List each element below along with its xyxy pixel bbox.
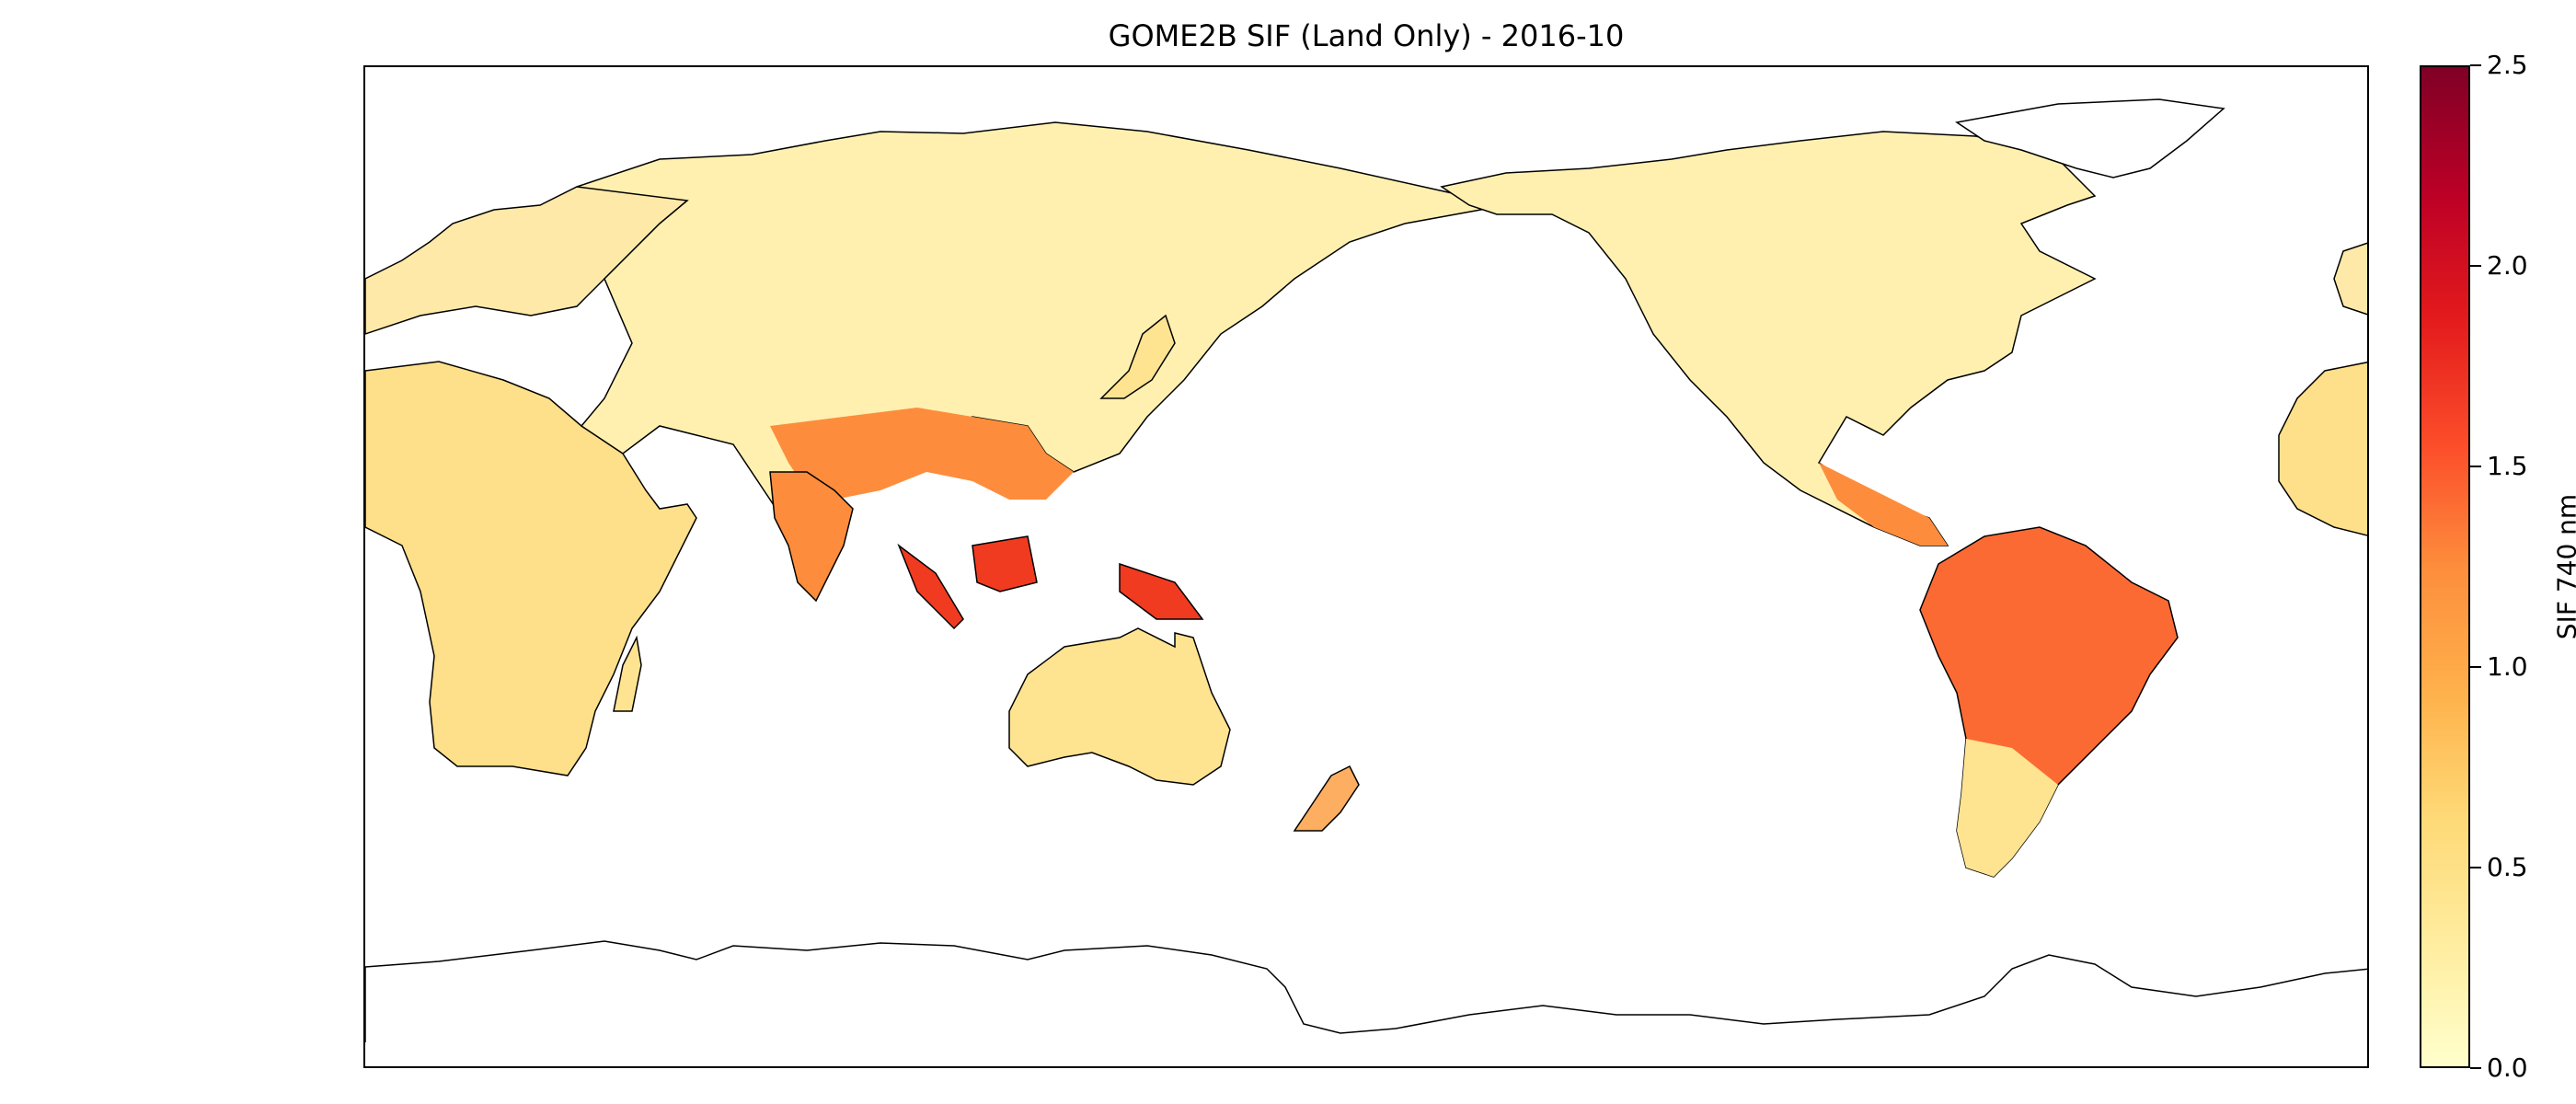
colorbar-tick-label: 1.0 <box>2487 651 2528 682</box>
india-landmass <box>769 471 854 603</box>
japan-islands <box>1099 314 1176 399</box>
colorbar-tick <box>2470 265 2481 267</box>
europe-right-edge <box>2333 242 2367 316</box>
colorbar-tick-label: 0.0 <box>2487 1052 2528 1083</box>
central-america-vegetation <box>1819 463 1948 546</box>
colorbar-tick-label: 0.5 <box>2487 852 2528 882</box>
antarctica-bottom-fill <box>365 1042 2367 1066</box>
colorbar-tick <box>2470 867 2481 868</box>
colorbar-tick <box>2470 466 2481 467</box>
west-africa-right-edge <box>2278 362 2367 536</box>
greenland-landmass <box>1955 98 2225 178</box>
indonesia-islands <box>897 535 1204 630</box>
colorbar <box>2420 65 2470 1068</box>
australia-landmass <box>1008 627 1231 786</box>
new-zealand-islands <box>1293 765 1360 832</box>
southeast-asia-vegetation <box>770 408 1074 500</box>
map-canvas <box>365 98 2367 1066</box>
madagascar-island <box>613 635 642 712</box>
colorbar-label: SIF 740 nm <box>2551 493 2576 640</box>
south-america-south <box>1957 739 2058 877</box>
colorbar-tick <box>2470 1067 2481 1069</box>
map-title: GOME2B SIF (Land Only) - 2016-10 <box>1108 18 1625 53</box>
colorbar-tick-label: 1.5 <box>2487 451 2528 481</box>
antarctica-landmass <box>365 940 2367 1066</box>
colorbar-tick <box>2470 64 2481 66</box>
colorbar-tick-label: 2.0 <box>2487 250 2528 281</box>
colorbar-tick <box>2470 666 2481 668</box>
colorbar-tick-label: 2.5 <box>2487 50 2528 80</box>
world-map[interactable] <box>363 65 2369 1068</box>
north-america-landmass <box>1440 131 2097 546</box>
